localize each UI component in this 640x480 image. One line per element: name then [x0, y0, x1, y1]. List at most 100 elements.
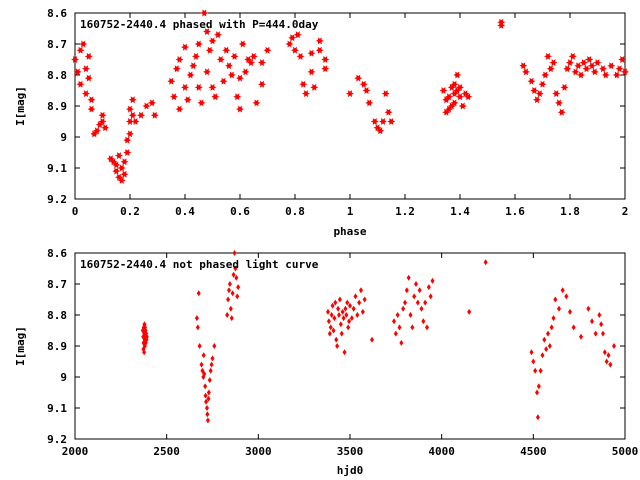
top-data-point: [203, 28, 211, 36]
top-x-tick-label: 0.8: [285, 205, 305, 218]
bottom-data-point: [483, 259, 488, 266]
top-x-tick-label: 1.4: [450, 205, 470, 218]
x-axis-label-bottom: hjd0: [337, 464, 364, 477]
top-data-point: [535, 90, 544, 98]
top-data-point: [214, 31, 222, 39]
top-data-point: [359, 80, 368, 88]
bottom-data-point: [232, 250, 237, 256]
bottom-data-point: [571, 324, 576, 331]
bottom-data-point: [236, 284, 241, 291]
top-data-point: [557, 108, 566, 116]
unphased-light-curve-panel: 2000 2500 3000 3500 4000 4500 5000 8.6 8.7 8.8 8.9…: [14, 247, 638, 477]
bottom-data-point: [206, 395, 211, 402]
top-x-tick-label: 1.2: [395, 205, 415, 218]
bottom-data-point: [417, 287, 422, 294]
top-data-point: [285, 40, 294, 48]
top-data-point: [577, 71, 585, 79]
plot-frame-bottom: [74, 252, 626, 440]
bottom-data-point: [357, 299, 362, 306]
top-data-point: [582, 65, 591, 73]
bottom-data-point: [549, 324, 554, 331]
top-x-tick-label: 0.4: [175, 205, 195, 218]
chart-title-bottom: 160752-2440.4 not phased light curve: [80, 258, 319, 271]
top-data-point: [456, 83, 464, 91]
bottom-data-point: [397, 324, 402, 331]
chart-title-top: 160752-2440.4 phased with P=444.0day: [80, 18, 319, 31]
bottom-data-point: [233, 265, 238, 272]
top-data-point: [117, 176, 126, 184]
top-data-point: [450, 90, 459, 98]
bottom-data-point: [544, 346, 549, 353]
top-data-point: [310, 83, 319, 91]
top-data-point: [131, 118, 140, 125]
top-data-point: [291, 46, 299, 54]
top-data-point: [258, 59, 266, 67]
top-data-point: [189, 62, 198, 70]
top-data-point: [181, 83, 189, 91]
bottom-data-point: [604, 358, 609, 365]
bottom-data-point: [226, 296, 231, 303]
bottom-data-point: [201, 352, 206, 359]
top-data-point: [123, 136, 132, 144]
top-data-point: [84, 52, 93, 60]
bottom-data-point: [419, 305, 424, 312]
bottom-data-point: [196, 290, 201, 297]
bottom-x-tick-label: 3500: [337, 445, 364, 458]
bottom-data-point: [204, 398, 209, 405]
top-data-point: [555, 99, 563, 107]
top-data-point: [73, 68, 82, 76]
top-data-point: [186, 71, 195, 79]
top-data-point: [123, 149, 132, 156]
top-data-point: [79, 40, 88, 48]
bottom-data-point: [612, 343, 616, 349]
top-data-point: [170, 93, 178, 101]
bottom-data-point: [209, 361, 214, 368]
top-data-point: [183, 96, 192, 104]
top-data-point: [115, 152, 123, 160]
top-data-point: [126, 130, 134, 138]
top-data-point: [365, 99, 374, 107]
y-axis-label-bottom: I[mag]: [14, 326, 27, 366]
top-data-point: [148, 99, 156, 107]
top-x-tick-label: 0.6: [230, 205, 250, 218]
top-data-point: [599, 65, 607, 73]
bottom-data-point: [601, 330, 605, 337]
bottom-data-point: [593, 330, 598, 337]
top-data-point: [566, 59, 574, 67]
top-data-point: [117, 164, 126, 172]
bottom-data-point: [399, 339, 404, 346]
bottom-data-point: [203, 383, 208, 390]
top-data-point: [137, 111, 145, 119]
top-x-tick-label: 0.2: [120, 205, 140, 218]
top-data-point: [244, 56, 253, 63]
x-axis-label-top: phase: [333, 225, 366, 238]
bottom-data-point: [408, 312, 413, 318]
top-data-point: [458, 102, 467, 110]
top-data-point: [541, 71, 550, 79]
top-data-point: [142, 102, 151, 110]
top-data-point: [288, 34, 297, 42]
bottom-data-point: [225, 312, 230, 318]
axis-ticks-top: 0 0.2 0.4 0.6 0.8 1 1.2 1.4 1.6 1.8 2 8.6 8.7 8.8 8.9 9…: [47, 7, 628, 218]
bottom-x-tick-label: 5000: [612, 445, 639, 458]
top-data-point: [302, 90, 310, 98]
top-data-point: [439, 87, 448, 94]
top-data-point: [456, 93, 464, 101]
bottom-data-point: [355, 312, 360, 318]
top-data-point: [519, 62, 528, 70]
top-data-point: [175, 105, 184, 113]
top-data-point: [453, 87, 462, 94]
bottom-data-point: [547, 343, 552, 349]
top-data-point: [172, 65, 181, 73]
top-data-point: [447, 83, 456, 91]
top-data-point: [387, 118, 396, 125]
top-data-point: [527, 77, 536, 85]
bottom-data-point: [415, 299, 420, 306]
top-data-point: [552, 90, 561, 98]
bottom-data-point: [234, 274, 239, 281]
bottom-data-point: [197, 343, 202, 349]
top-data-point: [450, 80, 459, 88]
top-data-point: [98, 111, 107, 119]
top-data-point: [208, 37, 217, 45]
